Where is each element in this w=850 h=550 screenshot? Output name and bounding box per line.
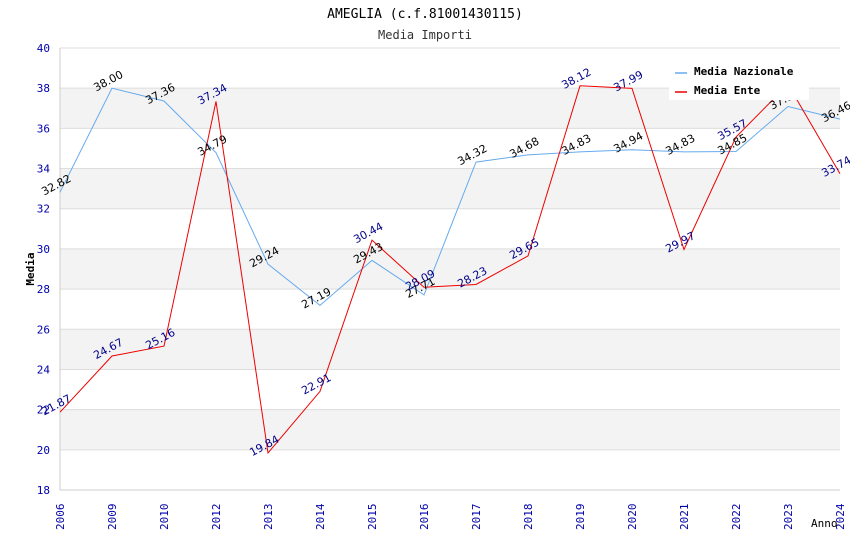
legend-label-nazionale: Media Nazionale — [694, 65, 794, 78]
series-lines — [59, 83, 841, 455]
x-axis-title: Anno — [811, 517, 838, 530]
x-tick-label: 2020 — [626, 504, 639, 531]
grid-lines — [60, 47, 840, 491]
grid-band — [60, 168, 840, 209]
y-tick-label: 32 — [37, 203, 50, 216]
x-tick-label: 2015 — [366, 504, 379, 531]
x-tick-label: 2012 — [210, 504, 223, 531]
y-tick-label: 22 — [37, 404, 50, 417]
x-tick-label: 2017 — [470, 504, 483, 531]
x-tick-label: 2021 — [678, 504, 691, 531]
grid-band — [60, 409, 840, 450]
legend-box — [669, 60, 809, 100]
x-tick-label: 2006 — [54, 504, 67, 531]
data-label: 34.94 — [611, 129, 645, 155]
y-tick-labels: 18 20 22 24 26 28 30 32 34 36 38 40 — [37, 42, 51, 497]
series-line-ente — [59, 83, 841, 455]
data-label: 22.91 — [299, 371, 333, 397]
x-tick-label: 2013 — [262, 504, 275, 531]
grid-bands — [60, 88, 840, 450]
x-tick-labels: 2006 2009 2010 2012 2013 2014 2015 2016 2017 2018… — [54, 503, 847, 530]
y-tick-label: 26 — [37, 323, 50, 336]
grid-band — [60, 329, 840, 370]
y-tick-label: 30 — [37, 243, 50, 256]
data-label: 34.68 — [507, 135, 541, 161]
legend-label-ente: Media Ente — [694, 84, 761, 97]
y-tick-label: 40 — [37, 42, 50, 55]
grid-band — [60, 248, 840, 290]
y-tick-label: 18 — [37, 484, 50, 497]
y-tick-label: 24 — [37, 363, 51, 376]
y-tick-label: 28 — [37, 283, 50, 296]
x-tick-label: 2009 — [106, 504, 119, 531]
x-tick-label: 2023 — [782, 504, 795, 531]
x-tick-label: 2024 — [834, 503, 847, 530]
y-tick-label: 38 — [37, 82, 50, 95]
x-tick-label: 2010 — [158, 504, 171, 531]
series-line-nazionale — [59, 87, 841, 307]
x-tick-label: 2014 — [314, 503, 327, 530]
data-label: 34.32 — [455, 142, 489, 168]
x-tick-label: 2016 — [418, 504, 431, 531]
chart-title: AMEGLIA (c.f.81001430115) — [327, 7, 523, 22]
data-label: 34.83 — [663, 132, 697, 158]
y-tick-label: 36 — [37, 122, 50, 135]
legend: Media Nazionale Media Ente — [669, 60, 809, 100]
chart-subtitle: Media Importi — [378, 28, 472, 42]
x-tick-label: 2019 — [574, 504, 587, 531]
x-tick-label: 2018 — [522, 504, 535, 531]
y-tick-label: 34 — [37, 163, 51, 176]
y-tick-label: 20 — [37, 444, 50, 457]
y-axis-title: Media — [24, 252, 37, 285]
x-tick-label: 2022 — [730, 504, 743, 531]
